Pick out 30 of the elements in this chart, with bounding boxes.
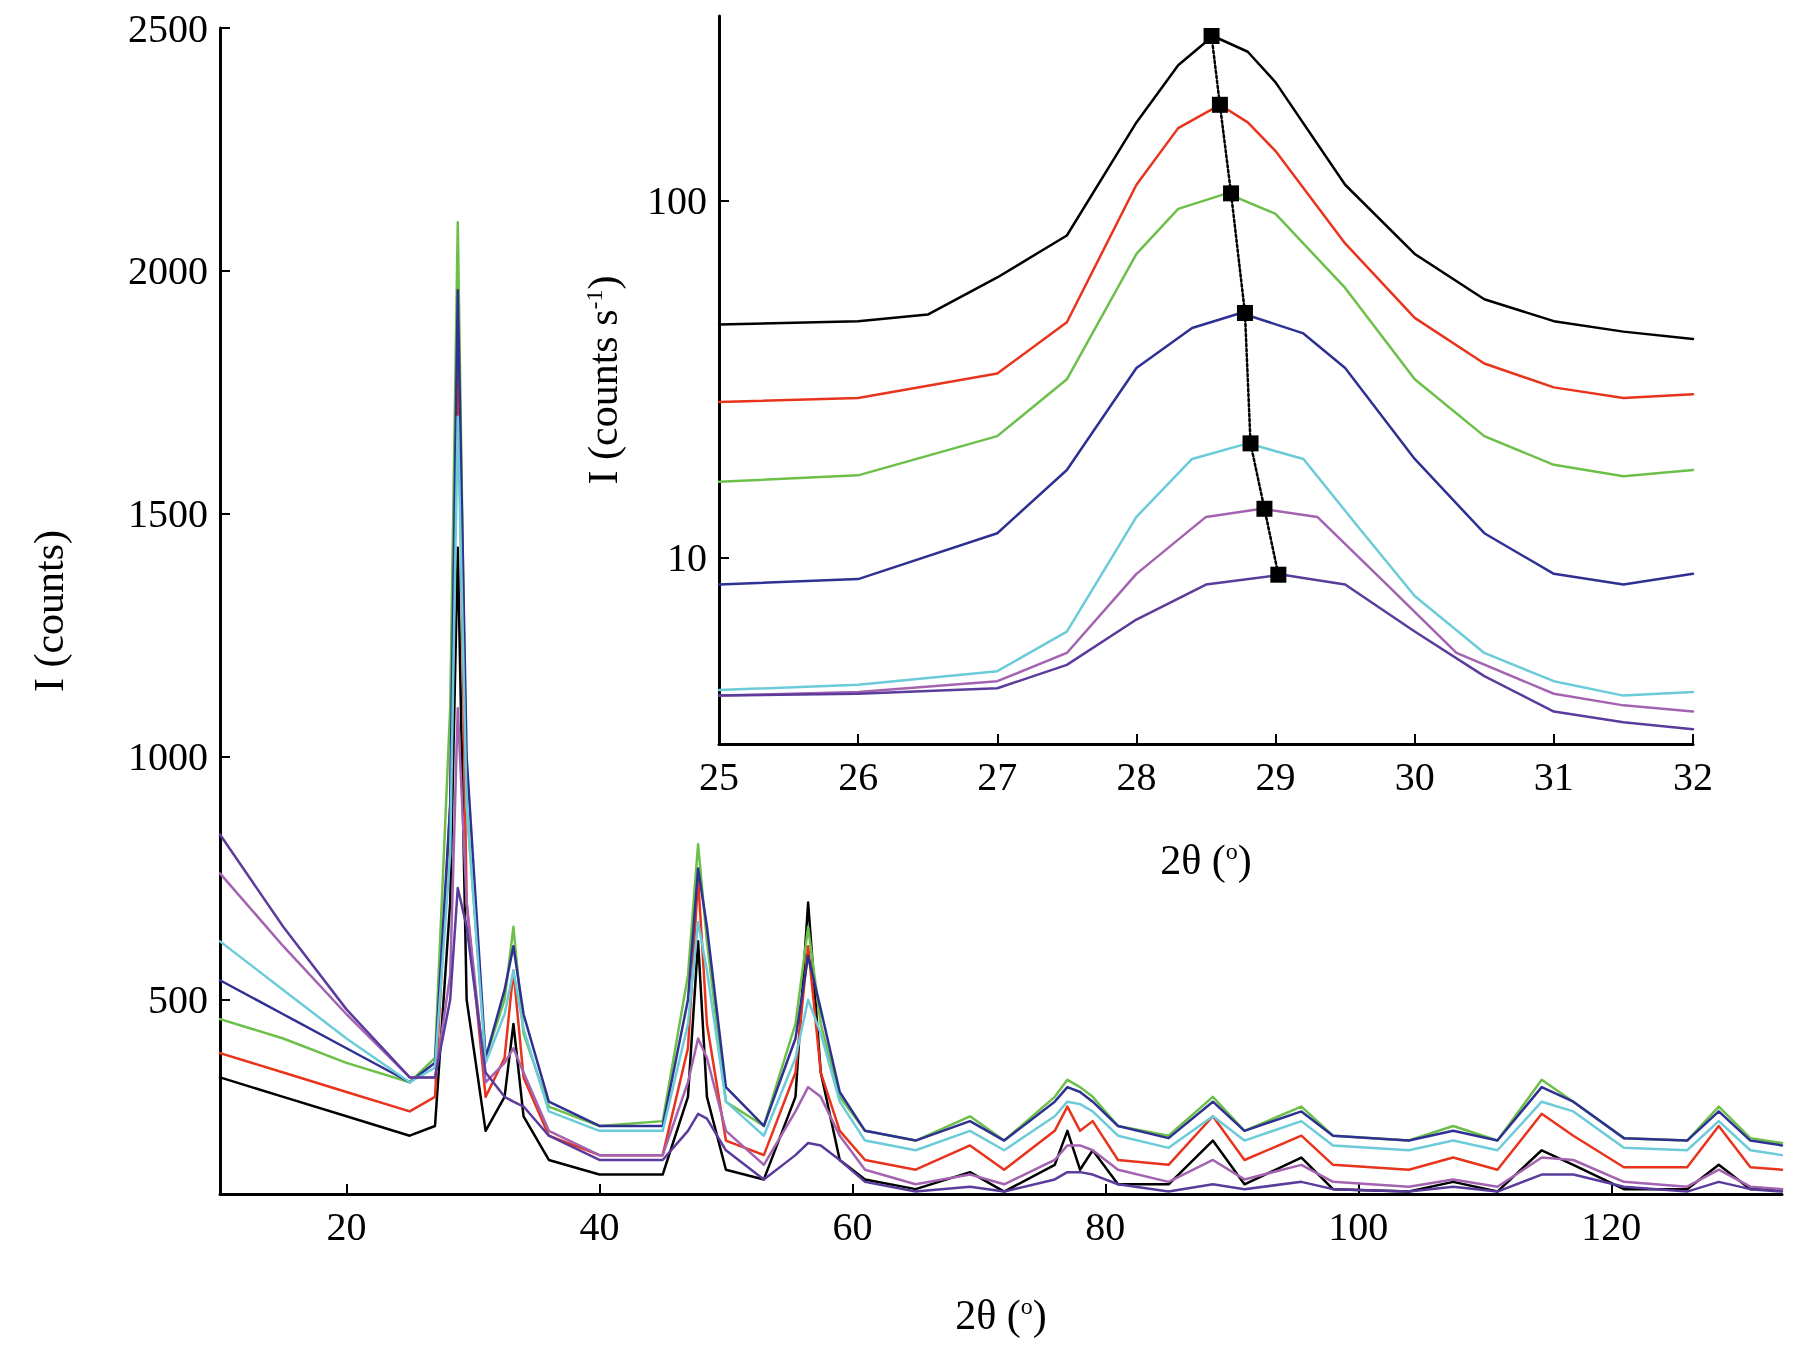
x-tick-label: 26: [838, 753, 879, 799]
x-tick-label: 25: [699, 753, 739, 799]
point: [1256, 500, 1273, 517]
y-tick-label: 1000: [128, 734, 208, 780]
point: [1223, 185, 1240, 202]
x-tick-label: 40: [579, 1203, 620, 1249]
y-axis-title: I (counts s-1): [580, 275, 627, 485]
x-tick-label: 20: [326, 1203, 367, 1249]
x-tick-label: 29: [1255, 753, 1296, 799]
y-axis-title: I (counts): [26, 529, 73, 693]
y-tick-label: 2500: [128, 5, 208, 51]
x-tick-label: 31: [1533, 753, 1574, 799]
point: [1236, 304, 1253, 321]
line-series: [218, 706, 1784, 1191]
x-tick-label: 100: [1328, 1203, 1389, 1249]
x-tick-label: 80: [1085, 1203, 1126, 1249]
x-tick-label: 60: [832, 1203, 873, 1249]
x-tick-label: 30: [1394, 753, 1435, 799]
y-tick-label: 1500: [128, 491, 208, 537]
y-tick-label: 2000: [128, 248, 208, 294]
y-tick-label: 10: [667, 535, 707, 581]
x-tick-label: 120: [1581, 1203, 1642, 1249]
point: [1242, 435, 1259, 452]
x-tick-label: 32: [1673, 753, 1713, 799]
x-tick-label: 27: [977, 753, 1018, 799]
y-tick-label: 500: [148, 977, 208, 1023]
point: [1270, 566, 1287, 583]
point: [1203, 28, 1220, 45]
x-tick-label: 28: [1116, 753, 1157, 799]
point: [1211, 96, 1228, 113]
